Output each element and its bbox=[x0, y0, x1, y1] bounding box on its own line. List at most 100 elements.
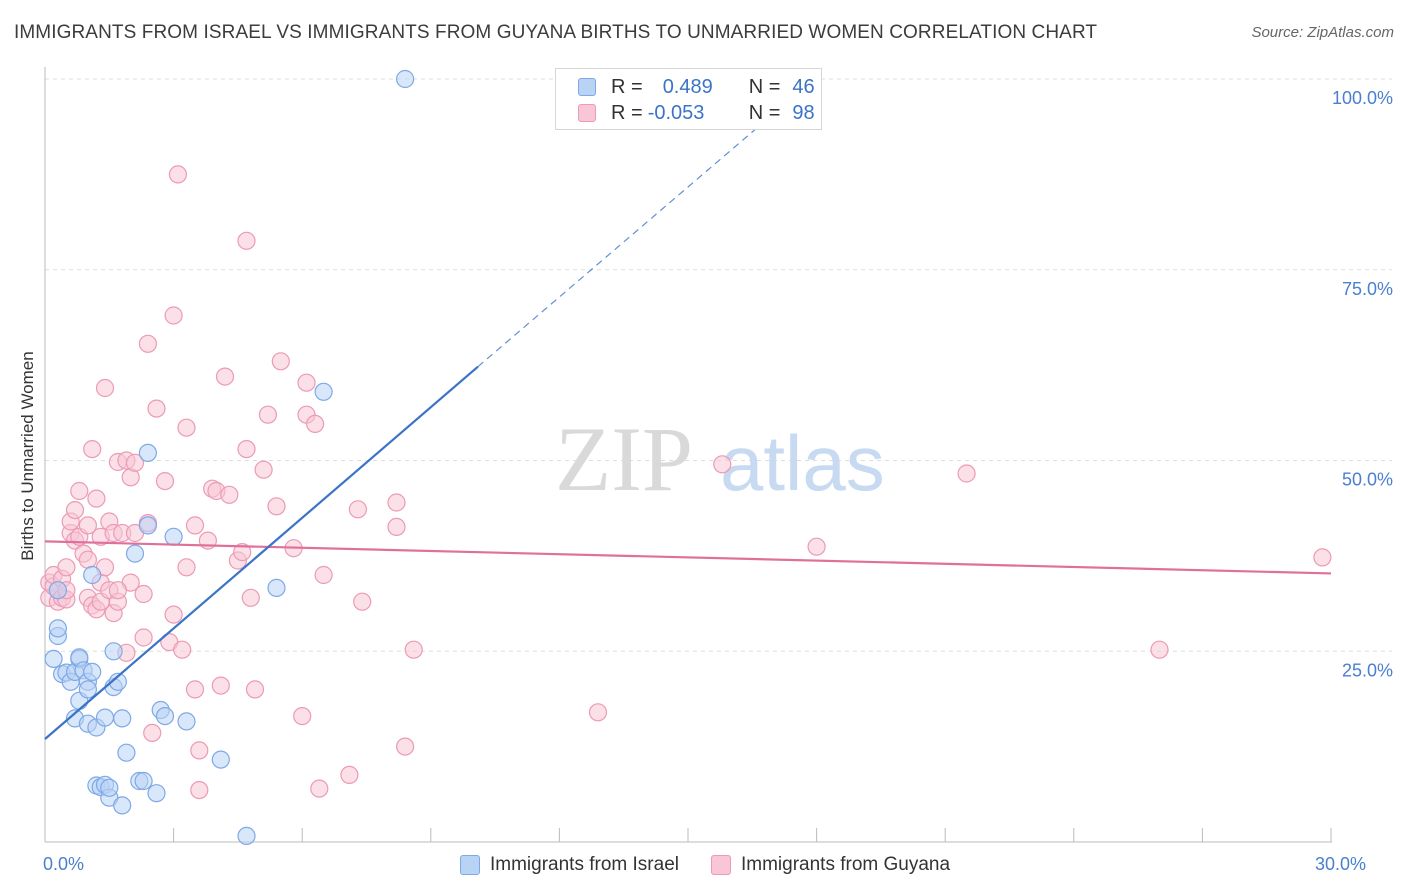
israel-point bbox=[314, 382, 333, 401]
watermark-zip: ZIP bbox=[555, 408, 693, 510]
y-tick-label-75: 75.0% bbox=[1342, 279, 1393, 299]
guyana-point bbox=[340, 765, 359, 785]
guyana-point bbox=[87, 489, 106, 508]
guyana-point bbox=[155, 472, 175, 491]
guyana-point bbox=[143, 723, 162, 743]
guyana-point bbox=[267, 497, 286, 516]
zipatlas-watermark: ZIP atlas bbox=[555, 408, 885, 510]
guyana-point bbox=[78, 516, 98, 535]
guyana-point bbox=[957, 464, 976, 483]
guyana-point bbox=[387, 493, 406, 512]
guyana-point bbox=[271, 352, 290, 371]
israel-point bbox=[83, 565, 102, 585]
y-tick-label-50: 50.0% bbox=[1342, 470, 1393, 490]
guyana-point bbox=[387, 517, 406, 537]
guyana-point bbox=[185, 516, 205, 535]
guyana-point bbox=[297, 373, 316, 392]
guyana-point bbox=[190, 741, 209, 760]
israel-trendline bbox=[44, 365, 479, 740]
israel-point bbox=[104, 642, 123, 661]
guyana-points bbox=[40, 165, 1332, 800]
guyana-point bbox=[713, 455, 732, 474]
guyana-point bbox=[237, 231, 256, 250]
israel-point bbox=[164, 527, 183, 546]
guyana-point bbox=[164, 605, 183, 624]
guyana-point bbox=[65, 501, 85, 520]
guyana-point bbox=[125, 453, 145, 472]
guyana-point bbox=[177, 418, 196, 437]
guyana-point bbox=[310, 779, 329, 798]
israel-point bbox=[267, 578, 286, 598]
israel-point bbox=[155, 706, 175, 726]
legend-guyana-label: Immigrants from Guyana bbox=[740, 854, 951, 875]
source-label: Source: ZipAtlas.com bbox=[1251, 24, 1394, 41]
x-tick-label-30: 30.0% bbox=[1315, 854, 1366, 874]
israel-point bbox=[138, 443, 157, 462]
guyana-point bbox=[78, 550, 98, 569]
israel-point bbox=[396, 69, 415, 89]
israel-point bbox=[125, 544, 145, 563]
y-tick-label-100: 100.0% bbox=[1332, 88, 1393, 108]
legend-israel-label: Immigrants from Israel bbox=[490, 854, 679, 875]
trendlines bbox=[44, 120, 1332, 740]
guyana-trendline bbox=[44, 540, 1332, 575]
guyana-point bbox=[1313, 548, 1332, 567]
guyana-point bbox=[138, 334, 157, 353]
guyana-point bbox=[353, 592, 372, 611]
legend-guyana-swatch bbox=[710, 855, 731, 875]
israel-point bbox=[78, 680, 98, 699]
guyana-point bbox=[83, 440, 102, 459]
israel-n-value: 46 bbox=[792, 75, 815, 98]
guyana-point bbox=[237, 440, 256, 459]
legend-item-israel[interactable]: Immigrants from Israel bbox=[460, 854, 679, 876]
israel-point bbox=[95, 708, 115, 727]
guyana-point bbox=[173, 640, 192, 659]
guyana-n-value: 98 bbox=[792, 101, 815, 124]
guyana-point bbox=[220, 485, 239, 504]
israel-point bbox=[147, 784, 166, 803]
guyana-point bbox=[314, 565, 333, 585]
guyana-n-label: N = bbox=[748, 101, 781, 124]
guyana-swatch bbox=[578, 104, 596, 122]
legend-item-guyana[interactable]: Immigrants from Guyana bbox=[710, 854, 951, 876]
israel-r-value: 0.489 bbox=[662, 75, 713, 98]
guyana-point bbox=[258, 405, 277, 424]
guyana-r-value: -0.053 bbox=[647, 101, 705, 124]
stats-legend-box: R = 0.489 N = 46 R = -0.053 N = 98 bbox=[555, 68, 822, 130]
israel-point bbox=[113, 796, 132, 815]
guyana-point bbox=[57, 558, 76, 577]
tick-labels: 25.0% 50.0% 75.0% 100.0% 0.0% 30.0% bbox=[43, 88, 1393, 874]
israel-points bbox=[44, 69, 415, 846]
guyana-point bbox=[147, 399, 166, 418]
guyana-point bbox=[211, 676, 230, 695]
x-tick-label-0: 0.0% bbox=[43, 854, 84, 874]
guyana-point bbox=[108, 581, 128, 600]
israel-point bbox=[211, 750, 230, 769]
guyana-point bbox=[404, 640, 423, 659]
guyana-point bbox=[134, 584, 153, 604]
israel-n-label: N = bbox=[748, 75, 781, 98]
israel-point bbox=[237, 826, 256, 846]
guyana-point bbox=[396, 737, 415, 756]
guyana-point bbox=[241, 588, 260, 607]
israel-point bbox=[177, 712, 196, 731]
guyana-point bbox=[70, 481, 89, 501]
israel-point bbox=[48, 619, 68, 638]
israel-point bbox=[44, 649, 63, 669]
israel-point bbox=[138, 516, 157, 535]
guyana-point bbox=[190, 780, 209, 800]
israel-point bbox=[83, 662, 102, 682]
bottom-legend: Immigrants from Israel Immigrants from G… bbox=[460, 852, 982, 878]
y-tick-label-25: 25.0% bbox=[1342, 660, 1393, 680]
axes bbox=[44, 67, 1332, 843]
guyana-point bbox=[306, 414, 325, 433]
guyana-r-label: R = bbox=[611, 101, 643, 124]
israel-point bbox=[134, 771, 153, 791]
israel-r-label: R = bbox=[611, 75, 643, 98]
israel-point bbox=[48, 581, 68, 600]
guyana-point bbox=[807, 537, 826, 556]
guyana-point bbox=[1150, 640, 1169, 659]
israel-trendline-extension bbox=[477, 120, 766, 368]
chart-title: IMMIGRANTS FROM ISRAEL VS IMMIGRANTS FRO… bbox=[14, 22, 1098, 43]
